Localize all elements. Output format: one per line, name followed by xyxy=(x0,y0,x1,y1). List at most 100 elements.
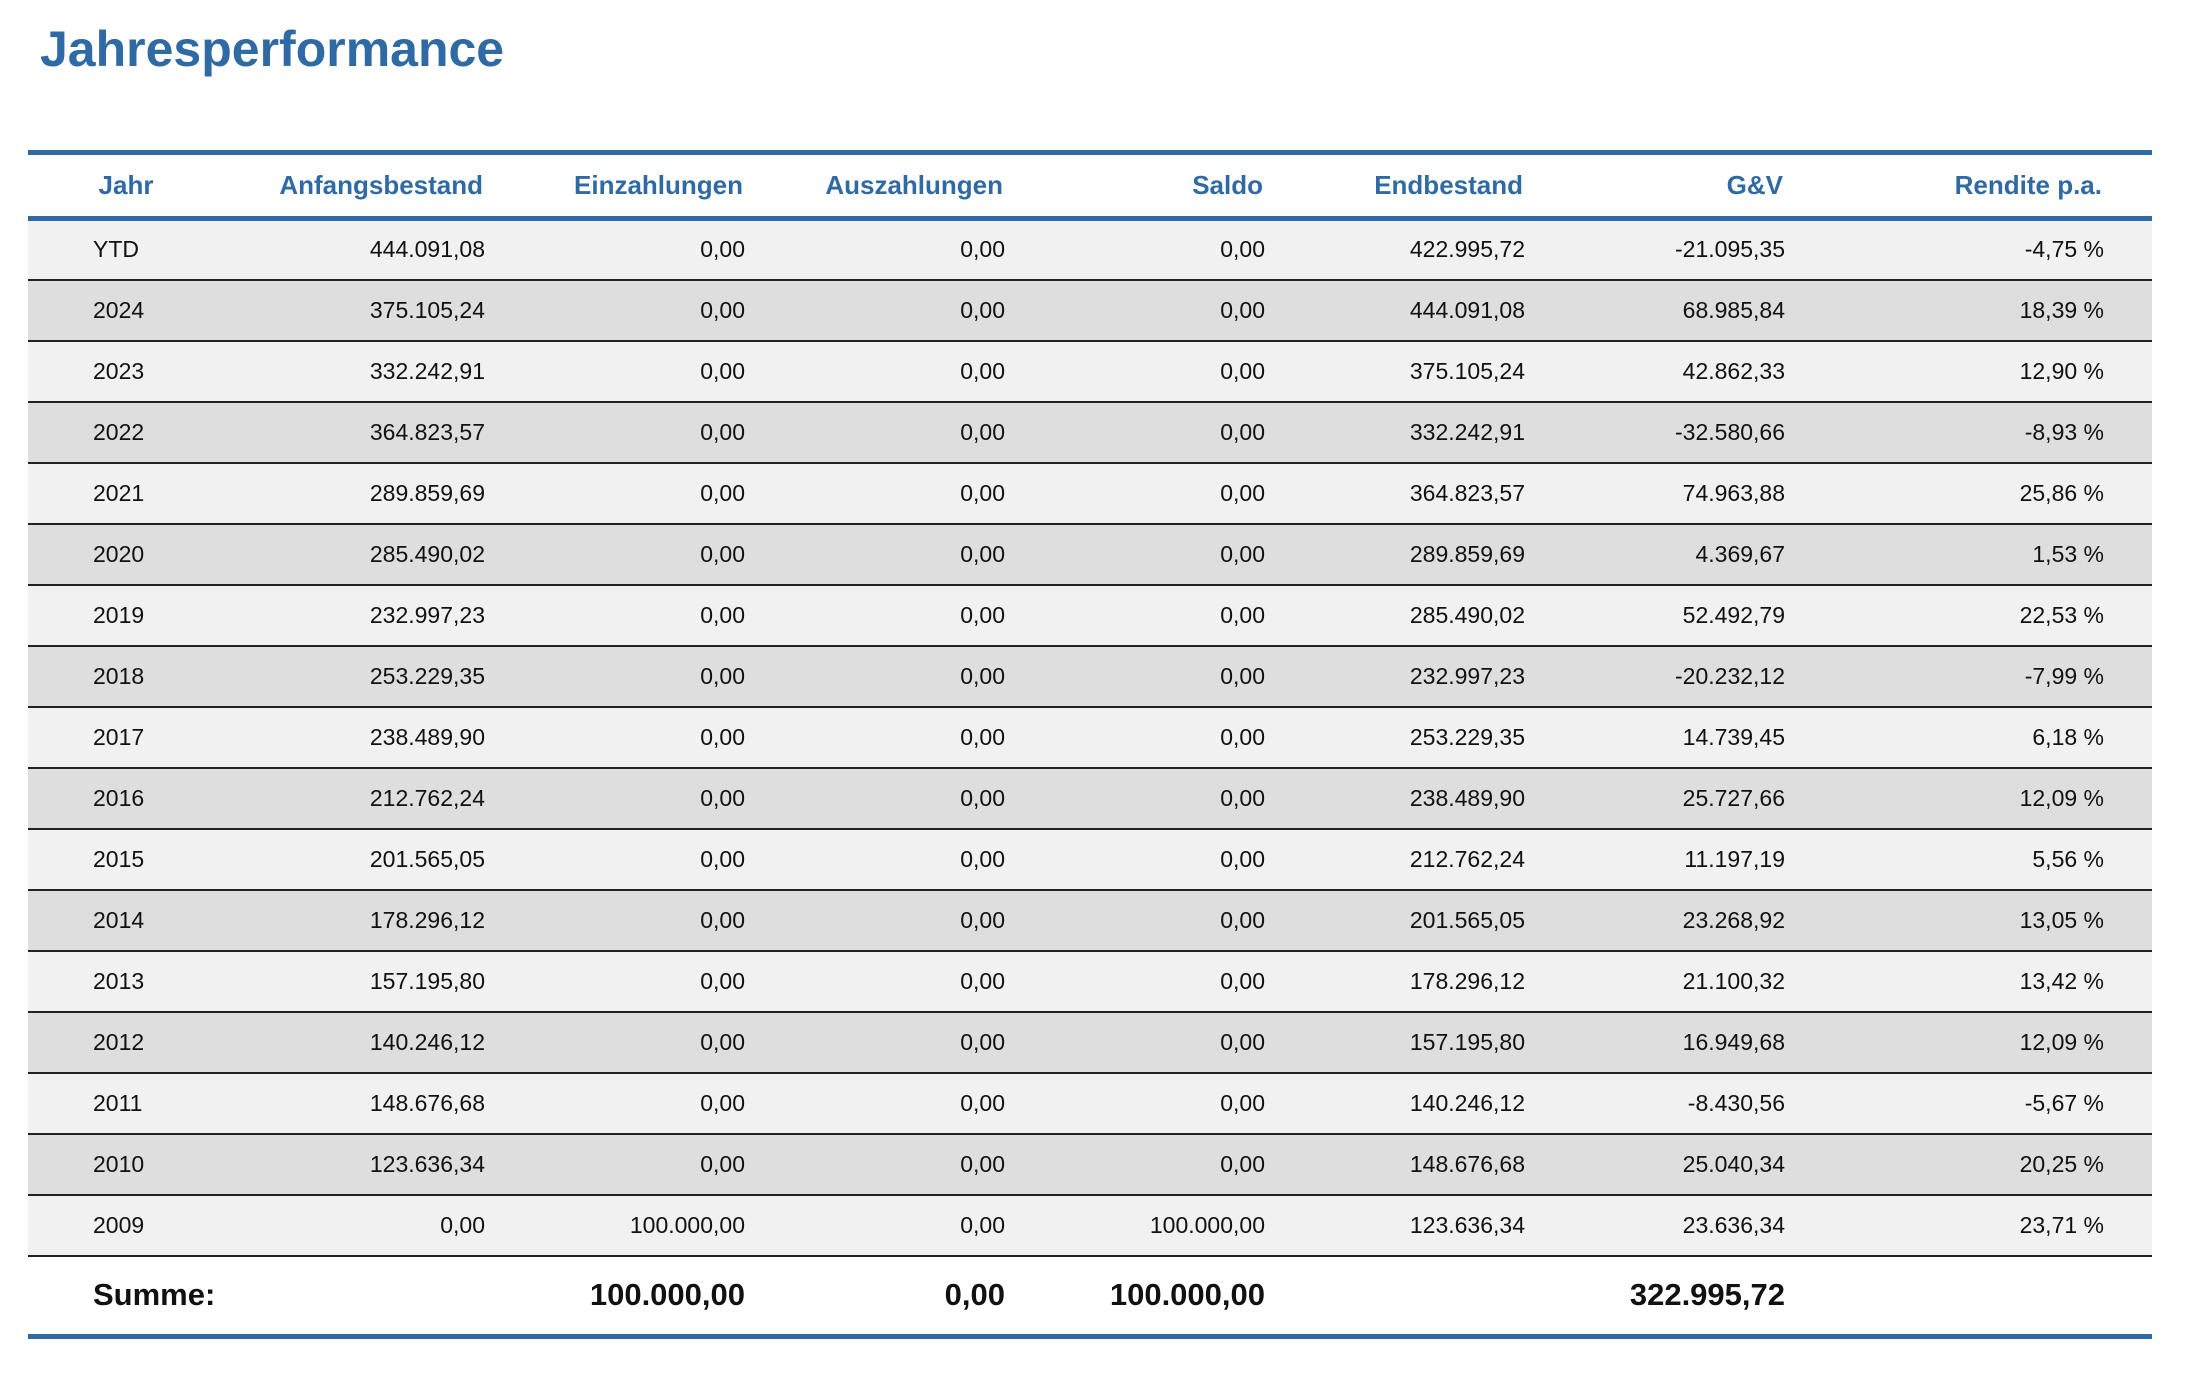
cell-einzahlungen: 0,00 xyxy=(700,540,745,567)
cell-einzahlungen: 100.000,00 xyxy=(629,1211,745,1238)
cell-endbestand: 178.296,12 xyxy=(1409,967,1525,994)
cell-anfangsbestand: 212.762,24 xyxy=(369,784,485,811)
cell-rendite: -5,67 % xyxy=(2024,1089,2104,1116)
cell-endbestand: 375.105,24 xyxy=(1409,357,1525,384)
table-row: 2020 285.490,02 0,00 0,00 0,00 289.859,69 4.36… xyxy=(28,523,2152,585)
cell-year: 2022 xyxy=(93,418,145,445)
cell-auszahlungen: 0,00 xyxy=(960,845,1005,872)
cell-saldo: 0,00 xyxy=(1220,1028,1265,1055)
column-header-einzahlungen: Einzahlungen xyxy=(574,170,743,200)
summary-einzahlungen: 100.000,00 xyxy=(589,1277,745,1313)
table-row: 2018 253.229,35 0,00 0,00 0,00 232.997,23 -20.… xyxy=(28,645,2152,707)
cell-year: 2019 xyxy=(93,601,145,628)
cell-saldo: 0,00 xyxy=(1220,967,1265,994)
cell-year: 2013 xyxy=(93,967,145,994)
cell-endbestand: 422.995,72 xyxy=(1409,236,1525,263)
cell-gv: 25.727,66 xyxy=(1682,784,1785,811)
cell-einzahlungen: 0,00 xyxy=(700,418,745,445)
performance-table-container: Jahr Anfangsbestand Einzahlungen Auszahl… xyxy=(28,150,2152,1339)
table-body: YTD 444.091,08 0,00 0,00 0,00 422.995,72 -21.0… xyxy=(28,218,2152,1256)
cell-endbestand: 148.676,68 xyxy=(1409,1150,1525,1177)
cell-endbestand: 253.229,35 xyxy=(1409,723,1525,750)
cell-saldo: 0,00 xyxy=(1220,236,1265,263)
cell-year: 2016 xyxy=(93,784,145,811)
cell-gv: 16.949,68 xyxy=(1682,1028,1785,1055)
summary-gv: 322.995,72 xyxy=(1629,1277,1785,1313)
table-row: 2016 212.762,24 0,00 0,00 0,00 238.489,90 25.7… xyxy=(28,767,2152,829)
cell-rendite: -7,99 % xyxy=(2024,662,2104,689)
cell-rendite: 13,05 % xyxy=(2019,906,2104,933)
cell-einzahlungen: 0,00 xyxy=(700,357,745,384)
cell-endbestand: 212.762,24 xyxy=(1409,845,1525,872)
cell-year: 2015 xyxy=(93,845,145,872)
cell-year: 2021 xyxy=(93,479,145,506)
cell-endbestand: 238.489,90 xyxy=(1409,784,1525,811)
cell-endbestand: 364.823,57 xyxy=(1409,479,1525,506)
table-row: 2024 375.105,24 0,00 0,00 0,00 444.091,08 68.9… xyxy=(28,279,2152,341)
cell-einzahlungen: 0,00 xyxy=(700,723,745,750)
cell-rendite: 12,09 % xyxy=(2019,1028,2104,1055)
cell-rendite: 23,71 % xyxy=(2019,1211,2104,1238)
cell-saldo: 0,00 xyxy=(1220,784,1265,811)
cell-auszahlungen: 0,00 xyxy=(960,906,1005,933)
cell-endbestand: 157.195,80 xyxy=(1409,1028,1525,1055)
table-row: 2011 148.676,68 0,00 0,00 0,00 140.246,12 -8.4… xyxy=(28,1072,2152,1134)
cell-einzahlungen: 0,00 xyxy=(700,236,745,263)
column-header-rendite: Rendite p.a. xyxy=(1954,170,2102,200)
summary-rendite xyxy=(1833,1256,2152,1337)
cell-auszahlungen: 0,00 xyxy=(960,1211,1005,1238)
cell-auszahlungen: 0,00 xyxy=(960,1028,1005,1055)
cell-auszahlungen: 0,00 xyxy=(960,418,1005,445)
cell-endbestand: 123.636,34 xyxy=(1409,1211,1525,1238)
table-row: YTD 444.091,08 0,00 0,00 0,00 422.995,72 -21.0… xyxy=(28,218,2152,280)
summary-anfangsbestand xyxy=(224,1256,533,1337)
cell-endbestand: 289.859,69 xyxy=(1409,540,1525,567)
cell-einzahlungen: 0,00 xyxy=(700,1089,745,1116)
cell-einzahlungen: 0,00 xyxy=(700,784,745,811)
cell-gv: 74.963,88 xyxy=(1682,479,1785,506)
cell-anfangsbestand: 232.997,23 xyxy=(369,601,485,628)
cell-auszahlungen: 0,00 xyxy=(960,784,1005,811)
cell-rendite: 12,09 % xyxy=(2019,784,2104,811)
cell-anfangsbestand: 123.636,34 xyxy=(369,1150,485,1177)
cell-rendite: 5,56 % xyxy=(2032,845,2104,872)
cell-rendite: 13,42 % xyxy=(2019,967,2104,994)
cell-einzahlungen: 0,00 xyxy=(700,662,745,689)
table-row: 2021 289.859,69 0,00 0,00 0,00 364.823,57 74.9… xyxy=(28,462,2152,524)
cell-year: 2012 xyxy=(93,1028,145,1055)
cell-year: 2009 xyxy=(93,1211,145,1238)
cell-anfangsbestand: 157.195,80 xyxy=(369,967,485,994)
cell-anfangsbestand: 364.823,57 xyxy=(369,418,485,445)
cell-gv: 42.862,33 xyxy=(1682,357,1785,384)
cell-auszahlungen: 0,00 xyxy=(960,601,1005,628)
table-row: 2017 238.489,90 0,00 0,00 0,00 253.229,35 14.7… xyxy=(28,706,2152,768)
cell-gv: 14.739,45 xyxy=(1682,723,1785,750)
table-row: 2019 232.997,23 0,00 0,00 0,00 285.490,02 52.4… xyxy=(28,584,2152,646)
cell-auszahlungen: 0,00 xyxy=(960,967,1005,994)
cell-einzahlungen: 0,00 xyxy=(700,296,745,323)
cell-rendite: 18,39 % xyxy=(2019,296,2104,323)
cell-year: 2010 xyxy=(93,1150,145,1177)
column-header-endbestand: Endbestand xyxy=(1374,170,1523,200)
cell-saldo: 0,00 xyxy=(1220,662,1265,689)
table-row: 2010 123.636,34 0,00 0,00 0,00 148.676,68 25.0… xyxy=(28,1133,2152,1195)
cell-gv: -21.095,35 xyxy=(1675,236,1785,263)
summary-auszahlungen: 0,00 xyxy=(944,1277,1005,1313)
column-header-gv: G&V xyxy=(1726,170,1783,200)
cell-saldo: 0,00 xyxy=(1220,1150,1265,1177)
cell-rendite: 25,86 % xyxy=(2019,479,2104,506)
cell-rendite: 6,18 % xyxy=(2032,723,2104,750)
table-row: 2009 0,00 100.000,00 0,00 100.000,00 123.636,… xyxy=(28,1194,2152,1256)
cell-gv: 52.492,79 xyxy=(1682,601,1785,628)
cell-auszahlungen: 0,00 xyxy=(960,296,1005,323)
cell-anfangsbestand: 375.105,24 xyxy=(369,296,485,323)
table-header-row: Jahr Anfangsbestand Einzahlungen Auszahl… xyxy=(28,152,2152,219)
cell-rendite: 12,90 % xyxy=(2019,357,2104,384)
cell-endbestand: 332.242,91 xyxy=(1409,418,1525,445)
cell-einzahlungen: 0,00 xyxy=(700,1150,745,1177)
cell-year: 2014 xyxy=(93,906,145,933)
cell-einzahlungen: 0,00 xyxy=(700,845,745,872)
cell-anfangsbestand: 332.242,91 xyxy=(369,357,485,384)
cell-auszahlungen: 0,00 xyxy=(960,479,1005,506)
column-header-anfangsbestand: Anfangsbestand xyxy=(279,170,483,200)
